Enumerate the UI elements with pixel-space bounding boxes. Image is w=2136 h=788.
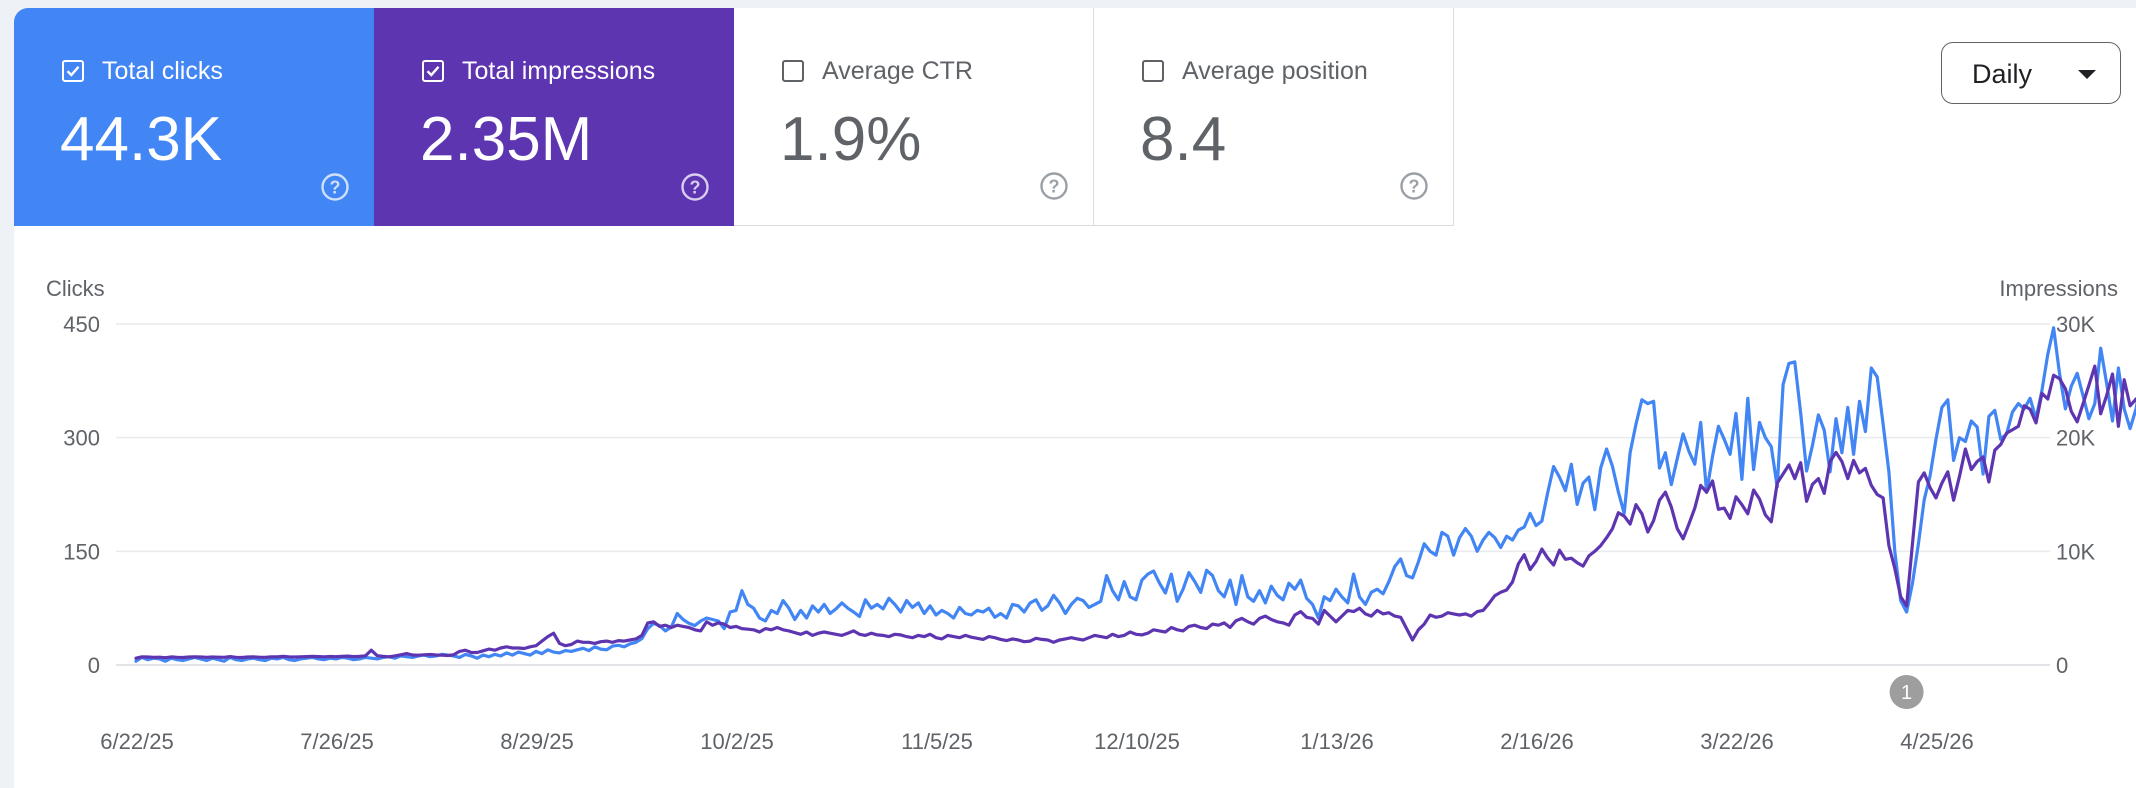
help-icon[interactable]: ?	[680, 172, 710, 202]
metric-value: 8.4	[1140, 105, 1227, 174]
performance-panel: Total clicks 44.3K ? Total impressions 2…	[14, 8, 2136, 788]
metric-card-average-ctr[interactable]: Average CTR 1.9% ?	[734, 8, 1094, 226]
checkbox-checked-icon[interactable]	[422, 60, 444, 82]
metric-value: 1.9%	[780, 105, 922, 174]
svg-text:?: ?	[330, 178, 341, 198]
performance-chart: Clicks Impressions 0 150 300 450 0 10K 20K 30K…	[46, 276, 2136, 754]
x-tick-label: 2/16/26	[1500, 729, 1573, 754]
metric-value: 2.35M	[420, 105, 593, 174]
gridlines	[116, 323, 2050, 666]
y-axis-left-title: Clicks	[46, 276, 105, 301]
y-axis-left-ticks: 0 150 300 450	[63, 312, 100, 678]
x-tick-label: 6/22/25	[100, 729, 173, 754]
caret-down-icon	[2078, 70, 2096, 79]
y-tick-label-right: 30K	[2056, 312, 2095, 337]
y-axis-right-ticks: 0 10K 20K 30K	[2056, 312, 2095, 678]
svg-text:?: ?	[1049, 177, 1060, 197]
y-tick-label-right: 10K	[2056, 539, 2095, 564]
series-line-total-clicks	[134, 326, 2136, 663]
y-tick-label-left: 450	[63, 312, 100, 337]
granularity-dropdown[interactable]: Daily	[1941, 42, 2121, 104]
metric-card-total-clicks[interactable]: Total clicks 44.3K ?	[14, 8, 374, 226]
checkbox-unchecked-icon[interactable]	[782, 60, 804, 82]
checkbox-unchecked-icon[interactable]	[1142, 60, 1164, 82]
x-tick-label: 3/22/26	[1700, 729, 1773, 754]
x-axis-ticks: 6/22/25 7/26/25 8/29/25 10/2/25 11/5/25 12/10…	[100, 729, 1973, 754]
x-tick-label: 8/29/25	[500, 729, 573, 754]
metric-card-average-position[interactable]: Average position 8.4 ?	[1094, 8, 1454, 226]
metric-label: Total impressions	[462, 57, 656, 85]
x-tick-label: 10/2/25	[700, 729, 773, 754]
x-tick-label: 1/13/26	[1300, 729, 1373, 754]
y-tick-label-left: 0	[88, 653, 100, 678]
metric-label: Average CTR	[822, 57, 973, 85]
y-tick-label-right: 20K	[2056, 426, 2095, 451]
annotation-marker[interactable]: 1	[1889, 675, 1924, 709]
help-icon[interactable]: ?	[1399, 171, 1429, 201]
series-lines	[134, 326, 2136, 663]
metric-label: Average position	[1182, 57, 1368, 85]
x-tick-label: 11/5/25	[901, 729, 973, 754]
y-tick-label-right: 0	[2056, 653, 2068, 678]
metric-label: Total clicks	[102, 57, 223, 85]
help-icon[interactable]: ?	[320, 172, 350, 202]
y-axis-right-title: Impressions	[1999, 276, 2118, 301]
x-tick-label: 12/10/25	[1094, 729, 1180, 754]
x-tick-label: 4/25/26	[1900, 729, 1973, 754]
granularity-label: Daily	[1972, 59, 2033, 89]
series-line-total-impressions	[134, 364, 2136, 660]
annotation-label: 1	[1901, 682, 1912, 704]
checkbox-checked-icon[interactable]	[62, 60, 84, 82]
annotation-dot[interactable]	[1889, 675, 1924, 709]
svg-text:?: ?	[1409, 177, 1420, 197]
metric-card-total-impressions[interactable]: Total impressions 2.35M ?	[374, 8, 734, 226]
y-tick-label-left: 300	[63, 426, 100, 451]
metric-value: 44.3K	[60, 105, 223, 174]
x-tick-label: 7/26/25	[300, 729, 373, 754]
svg-text:?: ?	[690, 178, 701, 198]
help-icon[interactable]: ?	[1039, 171, 1069, 201]
y-tick-label-left: 150	[63, 539, 100, 564]
